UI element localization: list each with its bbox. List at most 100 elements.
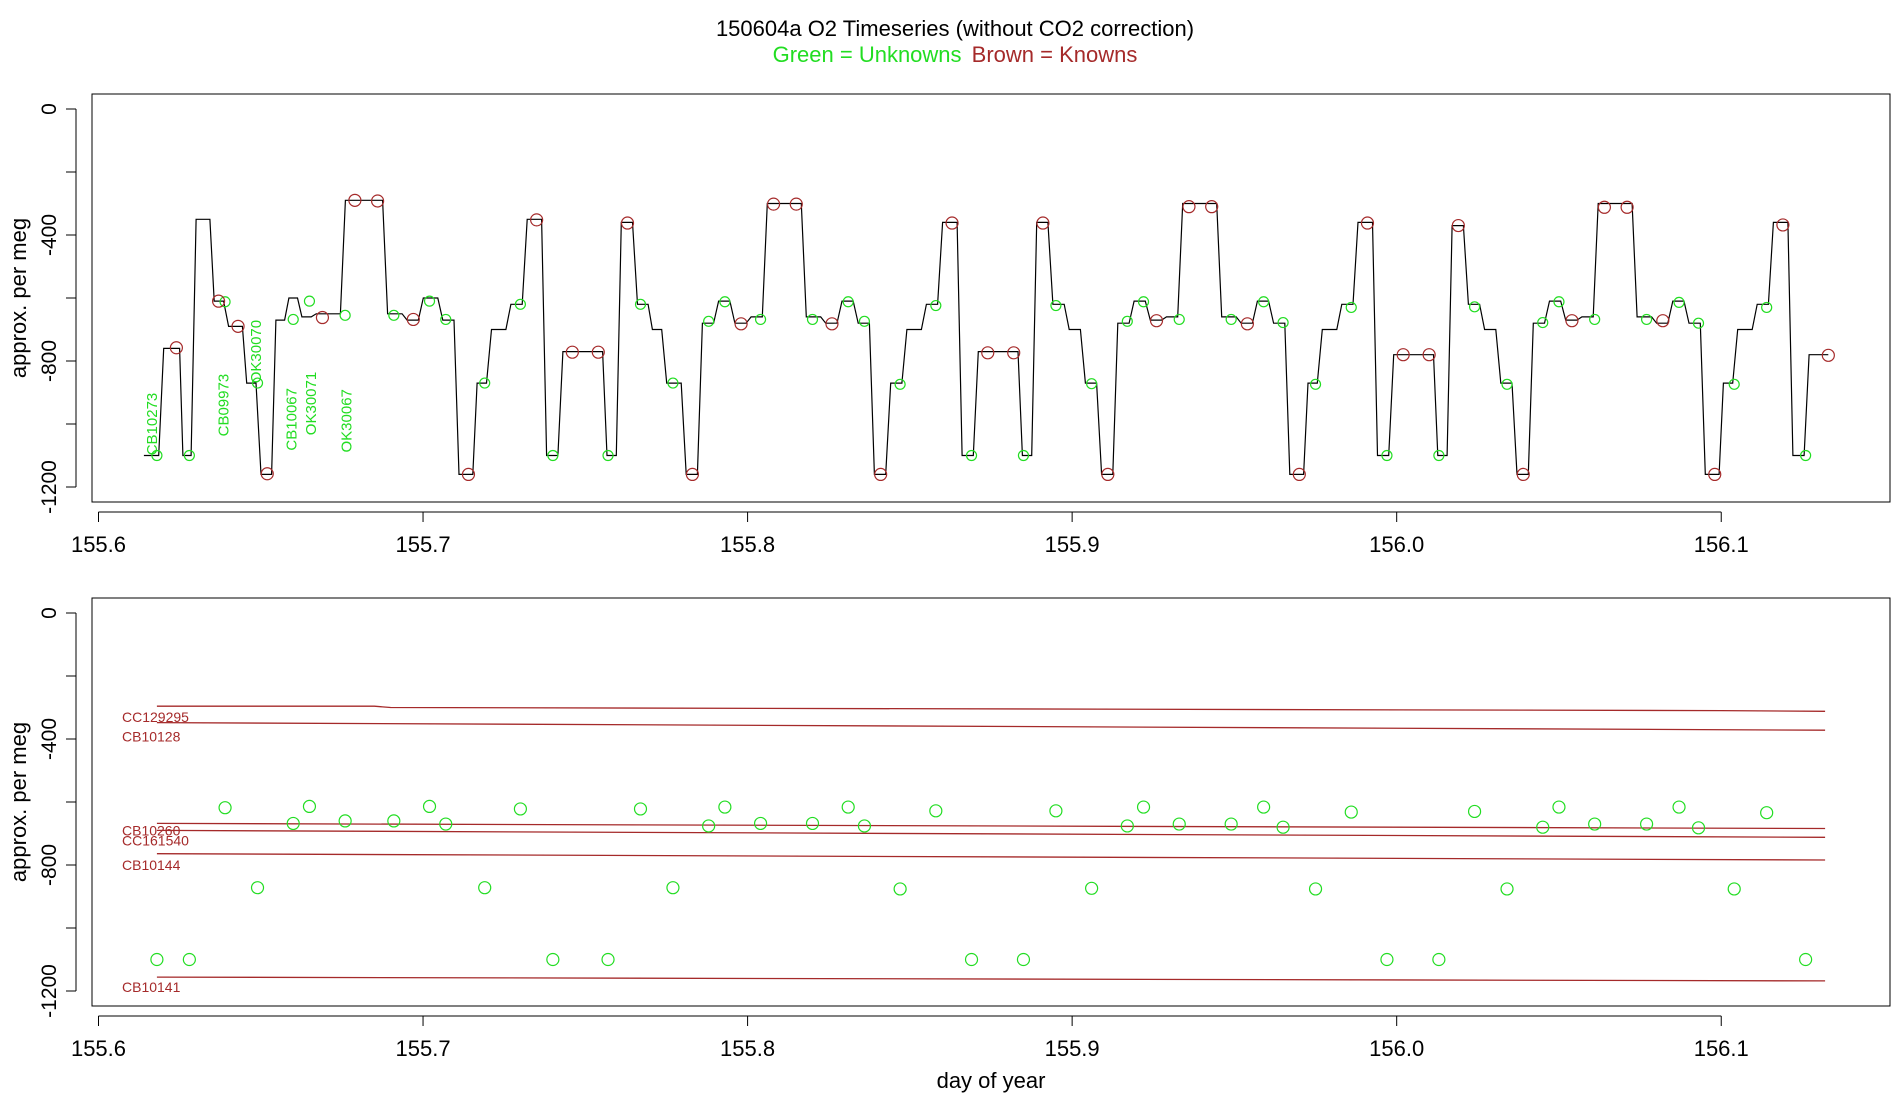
unknown-point	[753, 816, 768, 831]
x-tick-label: 155.8	[720, 1036, 775, 1061]
unknown-marker	[1086, 378, 1098, 390]
unknown-marker	[1345, 301, 1357, 314]
unknown-point	[422, 799, 437, 814]
unknown-point	[929, 804, 943, 818]
y-tick-label: 0	[38, 607, 61, 619]
sample-annotation: CB10273	[144, 393, 161, 456]
unknown-point	[439, 817, 453, 831]
y-tick-label: -1200	[38, 460, 61, 514]
known-marker	[1620, 200, 1634, 214]
unknown-marker	[602, 449, 614, 462]
unknown-point	[387, 814, 401, 828]
known-marker	[406, 312, 420, 327]
known-standard-line	[156, 721, 1826, 731]
unknown-marker	[1433, 449, 1445, 462]
plot-frame	[91, 597, 1891, 1007]
x-tick-label: 156.1	[1694, 1036, 1749, 1061]
unknown-marker	[1468, 301, 1481, 313]
unknown-point	[1120, 819, 1134, 833]
o2-trace-line	[143, 199, 1829, 475]
unknown-point	[218, 801, 232, 815]
sample-annotation: CB09973	[215, 374, 232, 437]
unknown-marker	[1761, 301, 1773, 314]
bottom-panel: 0 -400 -800 -1200 approx. per meg 155.6 155.7 1…	[6, 597, 1891, 1093]
unknown-point	[546, 952, 560, 967]
unknown-marker	[440, 313, 452, 326]
chart-title: 150604a O2 Timeseries (without CO2 corre…	[716, 16, 1194, 41]
unknown-marker	[634, 298, 647, 310]
known-marker	[1396, 348, 1410, 362]
unknown-point	[601, 952, 615, 967]
unknown-marker	[965, 449, 978, 462]
known-marker	[169, 341, 183, 355]
x-tick-label: 155.6	[71, 1036, 126, 1061]
known-marker	[1656, 314, 1670, 328]
unknown-marker	[1381, 449, 1393, 462]
x-tick-label: 155.9	[1045, 1036, 1100, 1061]
y-tick-label: -1200	[38, 964, 61, 1018]
x-axis-label: day of year	[937, 1068, 1046, 1093]
unknown-marker	[1277, 316, 1289, 329]
unknown-marker	[1050, 299, 1062, 312]
known-marker	[766, 197, 781, 211]
unknown-marker	[1537, 316, 1549, 329]
known-marker	[315, 310, 330, 325]
known-marker	[1516, 467, 1530, 481]
unknown-point	[666, 881, 680, 895]
unknown-point	[805, 816, 820, 831]
unknown-marker	[183, 449, 195, 462]
subtitle-unknowns: Green = Unknowns	[773, 42, 962, 67]
unknown-marker	[1640, 313, 1653, 326]
unknown-point	[1799, 952, 1813, 967]
unknown-marker	[1501, 378, 1513, 390]
known-standard-line	[156, 705, 1826, 712]
unknown-marker	[719, 296, 731, 308]
known-marker	[565, 345, 579, 359]
unknown-marker	[1258, 296, 1270, 308]
unknown-marker	[1589, 313, 1601, 326]
unknown-marker	[667, 377, 679, 389]
unknown-point	[1536, 820, 1550, 834]
y-axis-label: approx. per meg	[6, 722, 31, 882]
y-axis-label: approx. per meg	[6, 218, 31, 378]
x-tick-label: 155.6	[71, 532, 126, 557]
unknown-point	[1276, 820, 1290, 834]
unknown-point	[964, 952, 979, 967]
known-standard-label: CB10141	[122, 979, 181, 995]
unknown-point	[1344, 805, 1358, 819]
known-marker	[1708, 467, 1722, 481]
known-marker	[981, 346, 995, 360]
unknown-point	[1136, 800, 1151, 814]
known-marker	[874, 467, 888, 481]
known-marker	[1451, 218, 1465, 233]
known-marker	[461, 467, 476, 481]
known-marker	[1101, 467, 1115, 481]
top-panel: 0 -400 -800 -1200 approx. per meg 155.6 155.7 1…	[6, 93, 1891, 557]
x-tick-label: 156.1	[1694, 532, 1749, 557]
known-standard-label: CC161540	[122, 832, 189, 848]
unknown-marker	[842, 296, 854, 308]
unknown-point	[702, 819, 716, 833]
known-marker	[1360, 216, 1375, 230]
known-standard-label: CB10144	[122, 857, 181, 873]
known-marker	[945, 216, 959, 230]
plot-frame	[91, 93, 1891, 503]
known-standard-label: CC129295	[122, 709, 189, 725]
unknown-point	[1172, 817, 1186, 831]
subtitle-knowns: Brown = Knowns	[972, 42, 1138, 67]
x-tick-label: 155.9	[1045, 532, 1100, 557]
unknown-point	[1257, 800, 1271, 814]
unknown-marker	[894, 378, 906, 390]
unknown-point	[1308, 882, 1323, 896]
sample-annotation: OK30070	[248, 320, 265, 383]
known-marker	[1240, 317, 1254, 331]
x-tick-label: 155.7	[396, 1036, 451, 1061]
known-marker	[1205, 200, 1219, 214]
unknown-marker	[703, 315, 715, 327]
known-marker	[260, 467, 274, 481]
unknown-point	[338, 814, 352, 828]
known-marker	[1182, 200, 1196, 214]
x-tick-label: 156.0	[1369, 532, 1424, 557]
unknown-marker	[806, 313, 819, 326]
unknown-marker	[1017, 449, 1030, 462]
